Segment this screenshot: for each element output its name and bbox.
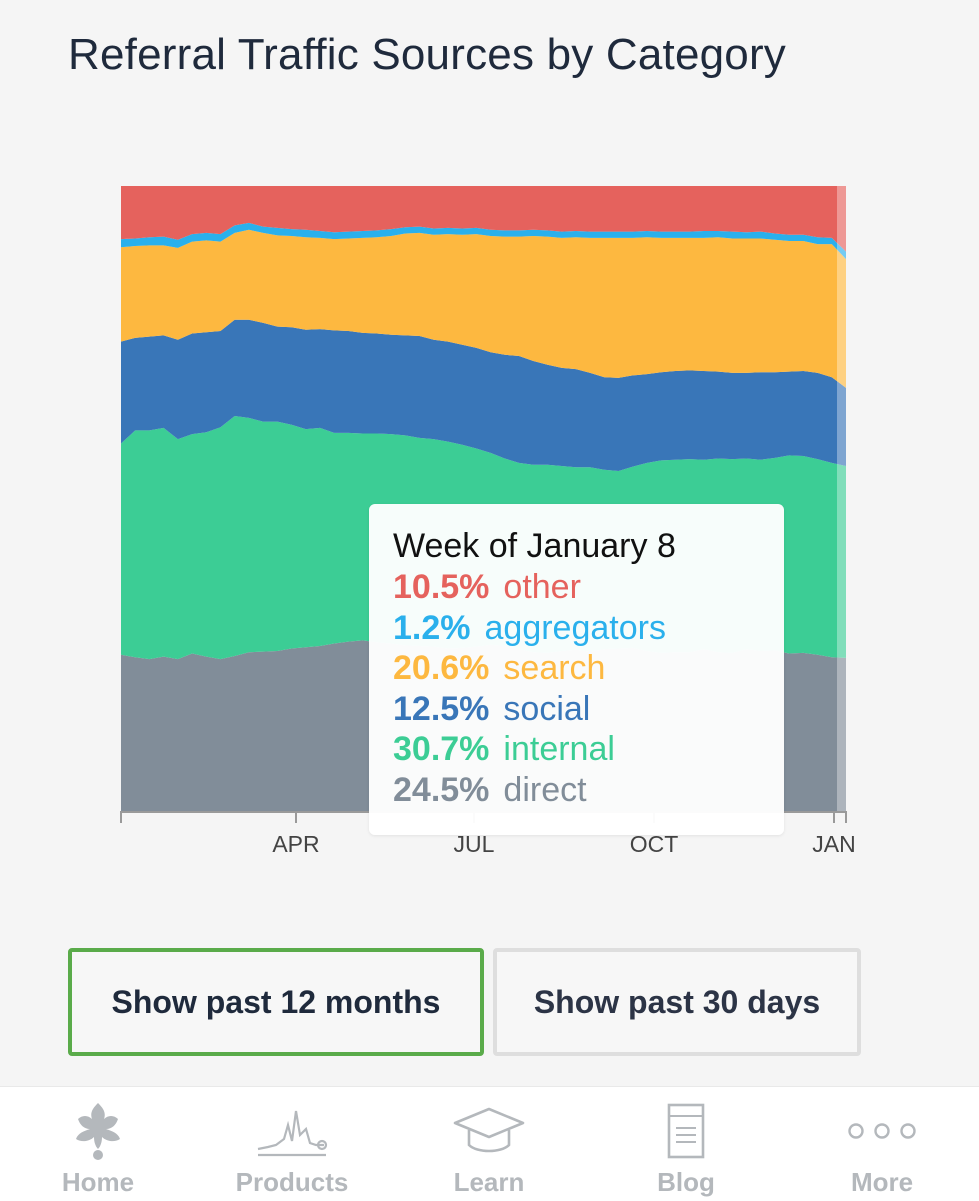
x-tick-label: JAN [812, 831, 855, 857]
tooltip-row-search: 20.6% search [393, 648, 760, 689]
nav-home[interactable]: Home [0, 1087, 196, 1201]
hover-highlight [837, 186, 846, 811]
tooltip-label: aggregators [484, 608, 666, 647]
area-social[interactable] [121, 319, 846, 471]
tooltip-row-internal: 30.7% internal [393, 729, 760, 770]
tooltip-pct: 10.5% [393, 568, 490, 606]
tooltip-row-direct: 24.5% direct [393, 770, 760, 811]
area-other[interactable] [121, 186, 846, 252]
nav-products[interactable]: Products [194, 1087, 390, 1201]
more-dots-icon [846, 1101, 918, 1161]
nav-more[interactable]: More [784, 1087, 979, 1201]
tooltip-label: other [503, 568, 581, 606]
tooltip-label: internal [503, 730, 615, 768]
tooltip-row-other: 10.5% other [393, 567, 760, 608]
bottom-nav: Home Products Learn [0, 1086, 979, 1201]
past-30-days-button[interactable]: Show past 30 days [493, 948, 861, 1056]
nav-learn[interactable]: Learn [391, 1087, 587, 1201]
tooltip-pct: 12.5% [393, 689, 490, 728]
leaf-icon [70, 1101, 126, 1161]
tooltip-pct: 20.6% [393, 649, 490, 687]
tooltip-pct: 24.5% [393, 770, 490, 809]
tooltip-row-social: 12.5% social [393, 689, 760, 730]
chart-tooltip: Week of January 8 10.5% other 1.2% aggrega… [369, 504, 784, 835]
past-12-months-button[interactable]: Show past 12 months [68, 948, 484, 1056]
area-search[interactable] [121, 229, 846, 388]
area-aggregators[interactable] [121, 222, 846, 260]
tooltip-row-aggregators: 1.2% aggregators [393, 608, 760, 649]
nav-blog-label: Blog [657, 1167, 715, 1197]
page-title: Referral Traffic Sources by Category [68, 30, 787, 79]
nav-home-label: Home [61, 1167, 135, 1197]
nav-learn-label: Learn [453, 1167, 525, 1197]
tooltip-label: search [503, 649, 606, 687]
tooltip-pct: 30.7% [393, 730, 490, 768]
graduation-cap-icon [453, 1101, 525, 1161]
tooltip-pct: 1.2% [393, 608, 471, 647]
document-icon [666, 1101, 706, 1161]
nav-more-label: More [850, 1167, 914, 1197]
range-buttons: Show past 12 months Show past 30 days [68, 948, 862, 1058]
sparkline-icon [254, 1101, 330, 1161]
nav-blog[interactable]: Blog [588, 1087, 784, 1201]
tooltip-label: direct [503, 770, 587, 809]
chart-area[interactable]: APR JUL OCT JAN Week of January 8 10.5% othe… [0, 0, 979, 900]
x-tick-label: OCT [630, 831, 679, 857]
tooltip-label: social [503, 689, 591, 728]
tooltip-title: Week of January 8 [393, 527, 676, 565]
nav-products-label: Products [235, 1167, 349, 1197]
x-tick-label: APR [272, 831, 319, 857]
x-tick-label: JUL [454, 831, 495, 857]
